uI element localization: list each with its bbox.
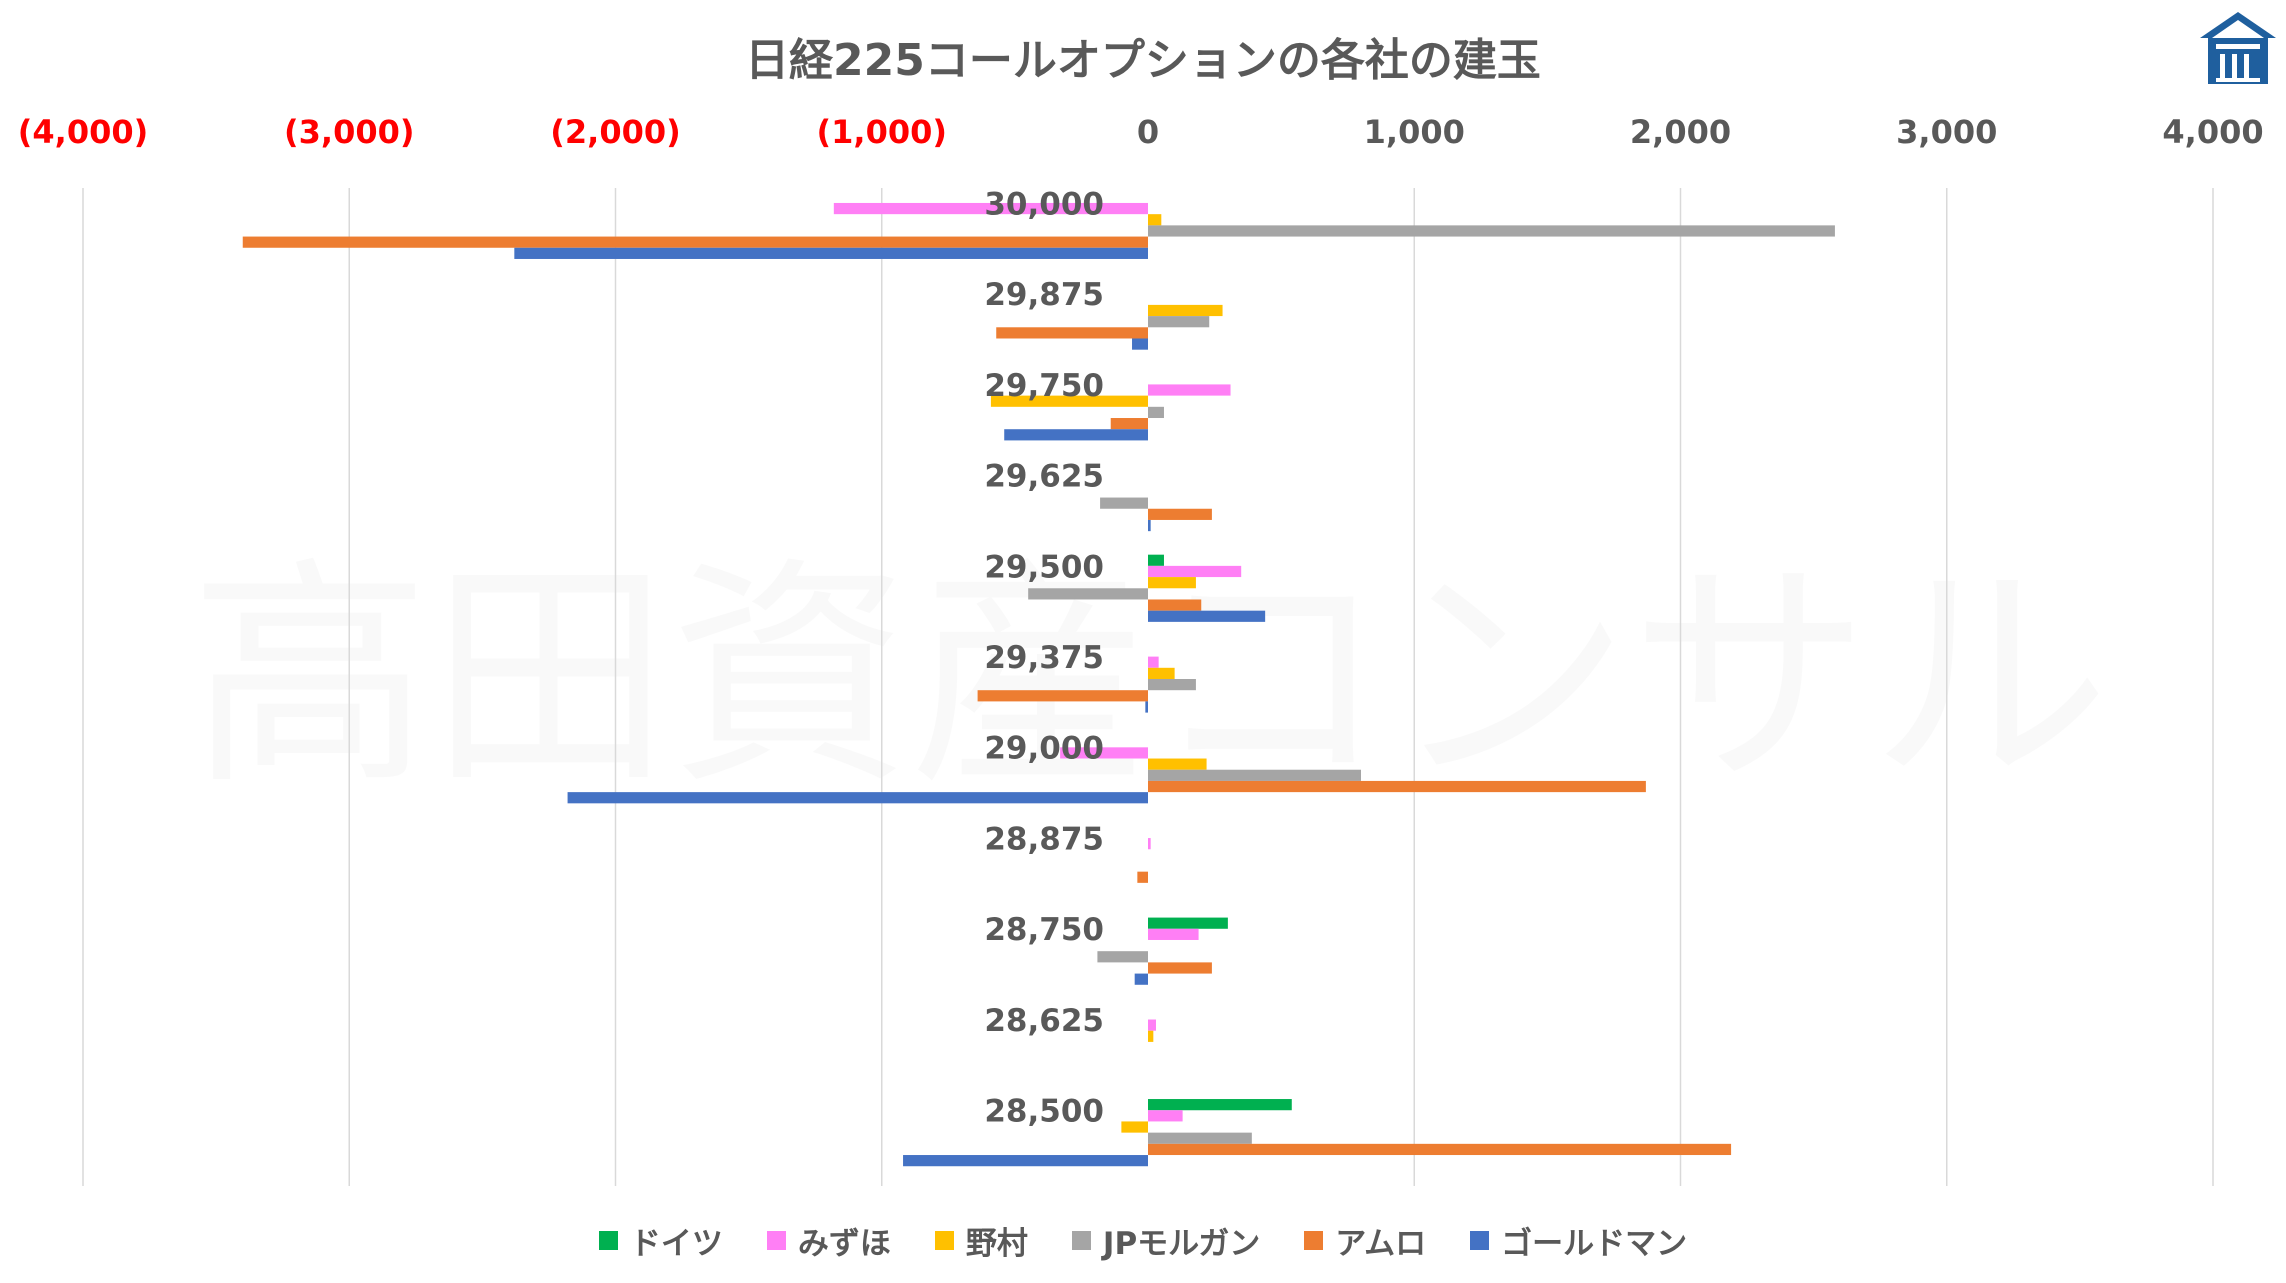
bar [242,236,1148,248]
bar [567,792,1148,804]
legend-item: 野村 [934,1218,1028,1263]
x-tick-label: 3,000 [1896,113,1997,151]
bar [1148,406,1164,419]
bar [1148,758,1207,770]
legend-item: JPモルガン [1071,1218,1261,1263]
bar [1060,747,1148,759]
bar [1148,1143,1732,1156]
x-tick-label: (3,000) [284,113,414,151]
bar [1148,1110,1183,1122]
y-category-label: 29,625 [984,459,1104,495]
bar [833,202,1148,215]
bar [1148,610,1266,622]
bar [1148,1019,1156,1031]
legend-swatch [766,1231,786,1250]
y-category-label: 29,375 [984,640,1104,676]
bar [1148,679,1196,691]
bar [1132,338,1148,350]
bar [903,1155,1148,1167]
y-category-label: 28,500 [984,1094,1104,1130]
bar [1097,951,1148,963]
legend-item: みずほ [766,1218,891,1263]
y-category-label: 29,750 [984,368,1104,404]
chart-plot: 高田資産コンサル (4,000) (3,000) (2,000) (1,000) 0 1,… [18,113,2264,1186]
legend-label: 野村 [965,1226,1028,1262]
bar [1148,577,1196,589]
bar [1145,701,1148,713]
bar [1137,871,1148,883]
y-category-label: 29,000 [984,731,1104,767]
bar [1148,667,1175,679]
bar [514,247,1148,259]
bar [1028,588,1148,600]
x-tick-label: 0 [1137,113,1159,151]
bar [1110,418,1148,430]
bar [1148,214,1162,226]
bar [1148,1132,1252,1144]
bar [990,395,1148,407]
bar [1148,316,1210,328]
legend-label: JPモルガン [1102,1226,1261,1262]
legend-swatch [1470,1231,1490,1250]
bar [1148,656,1159,668]
bar [1100,497,1148,509]
x-tick-label: 1,000 [1364,113,1465,151]
legend-label: ゴールドマン [1501,1226,1688,1262]
bar [1148,1099,1292,1111]
x-tick-label: (2,000) [550,113,680,151]
y-category-label: 28,625 [984,1003,1104,1039]
y-category-label: 29,875 [984,277,1104,313]
y-category-label: 29,500 [984,549,1104,585]
bar [1121,1121,1148,1133]
bar [1148,962,1212,974]
bar [1148,508,1212,520]
legend-item: ゴールドマン [1470,1218,1687,1263]
bar [977,690,1148,702]
legend-swatch [598,1231,618,1250]
bar [1148,780,1646,793]
x-tick-label: (1,000) [817,113,947,151]
legend-item: アムロ [1304,1218,1426,1263]
company-logo-icon [2200,12,2276,84]
bar [1134,973,1148,985]
bar [1148,384,1231,396]
legend-label: みずほ [797,1226,891,1262]
x-tick-label: 4,000 [2162,113,2263,151]
bar [1148,769,1361,781]
legend-swatch [934,1231,954,1250]
y-category-label: 28,750 [984,912,1104,948]
legend-label: アムロ [1335,1226,1427,1262]
bar [1148,225,1835,237]
legend-item: ドイツ [598,1218,723,1263]
chart-legend: ドイツ みずほ 野村 JPモルガン アムロ ゴールドマン [0,1218,2286,1263]
bar [1148,565,1242,578]
x-tick-label: 2,000 [1630,113,1731,151]
y-category-label: 30,000 [984,186,1104,222]
bar [996,327,1148,339]
legend-label: ドイツ [629,1226,723,1262]
bar [1148,838,1151,850]
legend-swatch [1304,1231,1324,1250]
chart-title: 日経225コールオプションの各社の建玉 [745,35,1541,86]
legend-swatch [1071,1231,1091,1250]
x-tick-label: (4,000) [18,113,148,151]
bar [1148,304,1223,317]
bar [1148,554,1164,566]
bar [1148,519,1151,532]
bar [1148,917,1228,929]
bar [1148,1030,1154,1042]
bar [1148,928,1199,940]
bar [1004,429,1148,441]
bar [1148,599,1202,611]
y-category-label: 28,875 [984,821,1104,857]
